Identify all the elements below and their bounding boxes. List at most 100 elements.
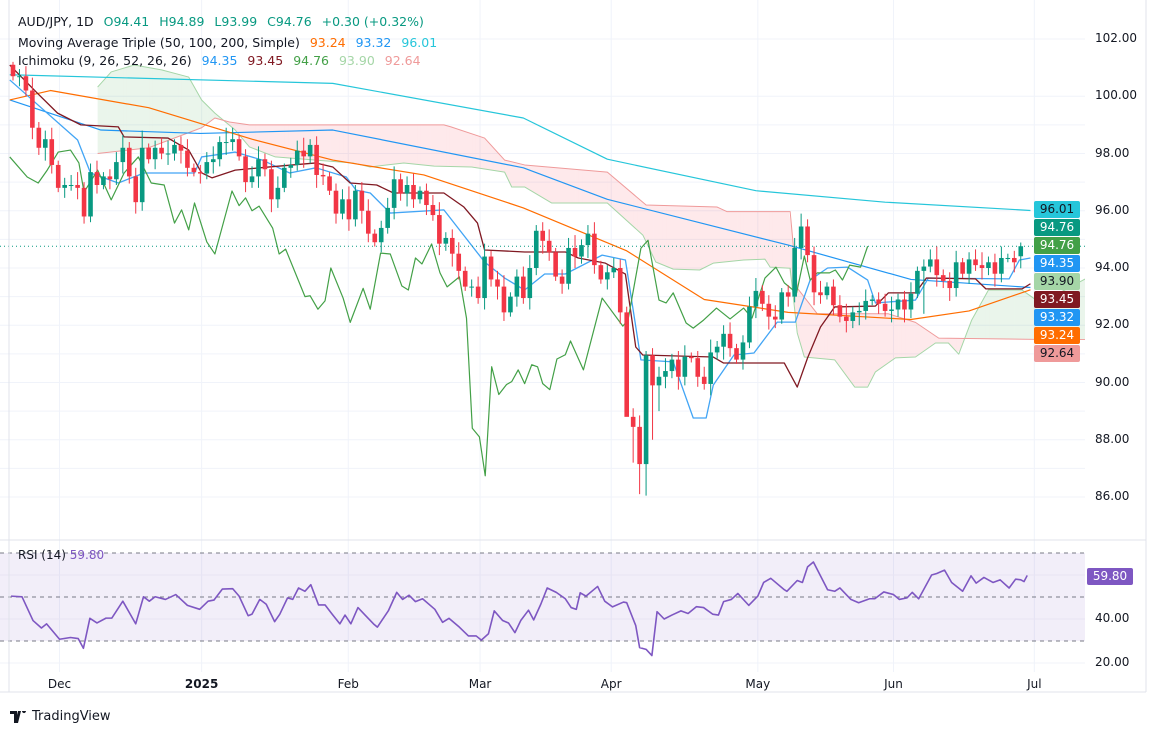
cloud-bearish-segment xyxy=(850,313,854,386)
time-tick-label: May xyxy=(745,677,771,691)
candle-bearish xyxy=(772,305,778,329)
ma-legend[interactable]: Moving Average Triple (50, 100, 200, Sim… xyxy=(18,35,443,50)
symbol-legend[interactable]: AUD/JPY, 1D O94.41 H94.89 L93.99 C94.76 … xyxy=(18,14,430,29)
candle-bearish xyxy=(488,250,494,287)
cloud-bearish-segment xyxy=(249,124,253,149)
rsi-pane xyxy=(0,552,1085,664)
cloud-bearish-segment xyxy=(769,211,773,268)
candle-body xyxy=(417,190,423,200)
candle-body xyxy=(10,64,16,77)
cloud-bearish-segment xyxy=(859,313,864,388)
cloud-bearish-segment xyxy=(585,170,589,204)
cloud-bearish-segment xyxy=(918,324,922,356)
cloud-bearish-segment xyxy=(343,124,347,163)
candle-body xyxy=(514,276,520,297)
cloud-bullish-segment xyxy=(110,71,114,153)
candle-bearish xyxy=(81,182,87,224)
rsi-legend[interactable]: RSI (14) 59.80 xyxy=(18,548,104,562)
candle-body xyxy=(223,142,229,144)
cloud-bearish-segment xyxy=(546,166,550,202)
candle-body xyxy=(430,205,436,216)
candle-body xyxy=(443,237,449,244)
cloud-bearish-segment xyxy=(443,124,447,167)
tradingview-brand[interactable]: TradingView xyxy=(10,709,111,724)
cloud-bearish-segment xyxy=(255,124,260,151)
candle-bullish xyxy=(469,279,474,297)
cloud-bullish-segment xyxy=(158,69,163,144)
cloud-bearish-segment xyxy=(775,211,780,268)
price-tag: 94.76 xyxy=(1034,219,1080,236)
candle-bearish xyxy=(546,229,552,261)
candle-bearish xyxy=(1012,250,1017,273)
candle-bullish xyxy=(275,176,281,208)
ma-100-line xyxy=(9,99,1031,289)
ichimoku-legend[interactable]: Ichimoku (9, 26, 52, 26, 26) 94.35 93.45… xyxy=(18,53,427,68)
candle-body xyxy=(320,174,326,177)
cloud-bearish-segment xyxy=(417,124,421,165)
cloud-bearish-segment xyxy=(523,164,528,189)
cloud-bearish-segment xyxy=(656,205,660,264)
cloud-bearish-segment xyxy=(388,124,392,165)
cloud-bullish-segment xyxy=(126,66,130,151)
cloud-bullish-segment xyxy=(989,290,993,339)
cloud-bearish-segment xyxy=(407,124,411,164)
candle-bullish xyxy=(889,296,894,323)
candle-bearish xyxy=(243,149,248,193)
cloud-bearish-segment xyxy=(230,122,234,129)
cloud-bearish-segment xyxy=(517,163,521,187)
cloud-bearish-segment xyxy=(879,313,883,370)
cloud-bearish-segment xyxy=(824,313,828,360)
cloud-bearish-segment xyxy=(840,313,844,373)
cloud-bearish-segment xyxy=(866,313,870,388)
candle-body xyxy=(663,371,668,377)
candle-bearish xyxy=(701,366,707,390)
cloud-bearish-segment xyxy=(714,206,718,263)
candle-body xyxy=(960,262,965,274)
cloud-bearish-segment xyxy=(436,124,441,167)
candlesticks xyxy=(10,61,1024,496)
cloud-bearish-segment xyxy=(679,205,683,270)
cloud-bearish-segment xyxy=(956,338,961,353)
candle-body xyxy=(844,316,849,321)
candle-body xyxy=(501,286,507,313)
candle-body xyxy=(630,416,636,427)
candle-body xyxy=(236,139,242,157)
candle-body xyxy=(120,147,126,163)
cloud-bearish-segment xyxy=(817,313,822,359)
cloud-bearish-segment xyxy=(643,202,647,244)
candle-body xyxy=(973,259,978,266)
cloud-bearish-segment xyxy=(272,124,276,157)
candle-bullish xyxy=(68,174,74,191)
cloud-bearish-segment xyxy=(398,124,402,164)
candle-bullish xyxy=(1005,253,1011,263)
candle-bearish xyxy=(540,222,546,254)
candle-bearish xyxy=(30,77,35,140)
candle-bearish xyxy=(320,163,326,185)
candle-bearish xyxy=(630,408,636,463)
cloud-bearish-segment xyxy=(675,205,680,270)
candle-body xyxy=(572,247,578,257)
candle-bullish xyxy=(210,146,216,174)
candle-bullish xyxy=(152,140,158,170)
cloud-bearish-segment xyxy=(362,124,366,166)
candle-body xyxy=(579,245,584,257)
cloud-bearish-segment xyxy=(927,330,931,349)
cloud-bearish-segment xyxy=(511,161,515,187)
candle-body xyxy=(404,184,410,194)
cloud-bearish-segment xyxy=(326,124,331,162)
candle-body xyxy=(411,184,416,200)
candle-bullish xyxy=(139,130,145,211)
cloud-bearish-segment xyxy=(559,167,563,204)
cloud-bearish-segment xyxy=(943,338,948,343)
candle-body xyxy=(469,286,474,288)
cloud-bearish-segment xyxy=(385,124,389,166)
candle-body xyxy=(1018,246,1024,257)
cloud-bearish-segment xyxy=(410,124,415,165)
cloud-bullish-segment xyxy=(133,65,137,150)
candle-bearish xyxy=(462,266,468,291)
cloud-bearish-segment xyxy=(766,211,770,267)
candle-bearish xyxy=(811,246,817,306)
cloud-bearish-segment xyxy=(808,302,812,358)
cloud-bullish-segment xyxy=(1079,280,1083,340)
